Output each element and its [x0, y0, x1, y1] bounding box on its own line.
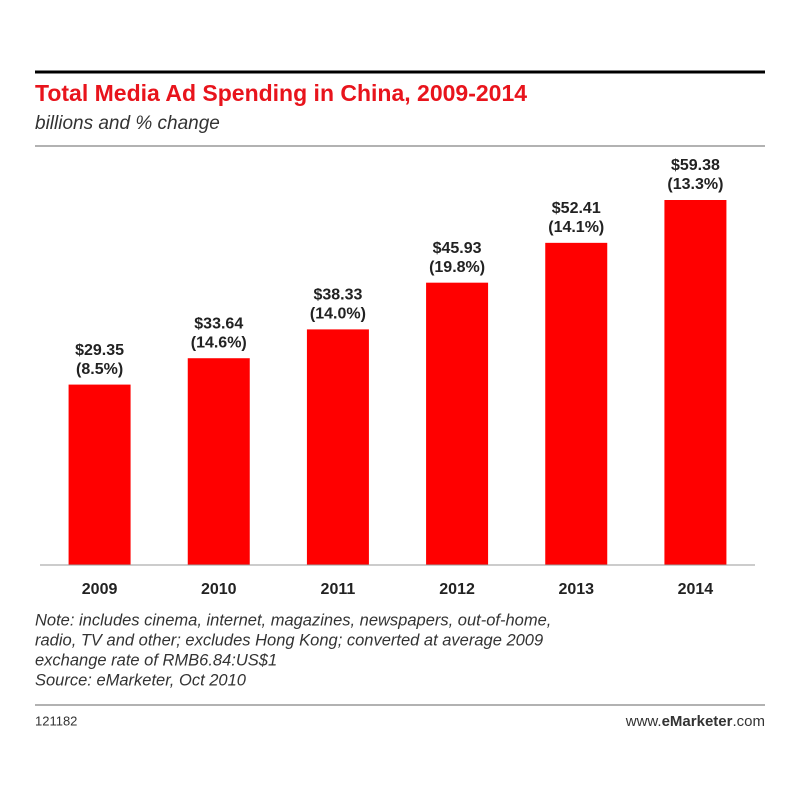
x-tick-label: 2013: [558, 581, 594, 598]
x-tick-label: 2009: [82, 581, 118, 598]
pct-change-label: (14.1%): [548, 219, 604, 236]
pct-change-label: (19.8%): [429, 259, 485, 276]
site-suffix: .com: [732, 713, 765, 730]
pct-change-label: (8.5%): [76, 361, 123, 378]
note-line: Source: eMarketer, Oct 2010: [35, 671, 247, 689]
note-line: radio, TV and other; excludes Hong Kong;…: [35, 631, 543, 649]
note-line: exchange rate of RMB6.84:US$1: [35, 651, 277, 669]
x-tick-label: 2012: [439, 581, 475, 598]
bar: [306, 329, 369, 565]
pct-change-label: (13.3%): [667, 176, 723, 193]
bar: [426, 282, 489, 565]
site: www.eMarketer.com: [625, 713, 765, 730]
value-label: $59.38: [671, 157, 720, 174]
pct-change-label: (14.0%): [310, 306, 366, 323]
note-line: Note: includes cinema, internet, magazin…: [35, 611, 551, 629]
x-tick-label: 2010: [201, 581, 237, 598]
bar: [545, 242, 608, 565]
value-label: $33.64: [194, 315, 243, 332]
site-name: eMarketer: [662, 713, 733, 730]
chart-id: 121182: [35, 713, 77, 728]
chart-subtitle: billions and % change: [35, 113, 220, 134]
site-prefix: www.: [625, 713, 662, 730]
pct-change-label: (14.6%): [191, 334, 247, 351]
value-label: $29.35: [75, 342, 124, 359]
x-tick-label: 2011: [321, 581, 356, 598]
value-label: $45.93: [433, 240, 482, 257]
chart-title: Total Media Ad Spending in China, 2009-2…: [35, 80, 527, 106]
value-label: $52.41: [552, 200, 601, 217]
bar: [68, 384, 131, 565]
bar: [664, 200, 727, 565]
value-label: $38.33: [313, 287, 362, 304]
x-tick-label: 2014: [678, 581, 714, 598]
bar: [187, 358, 250, 565]
